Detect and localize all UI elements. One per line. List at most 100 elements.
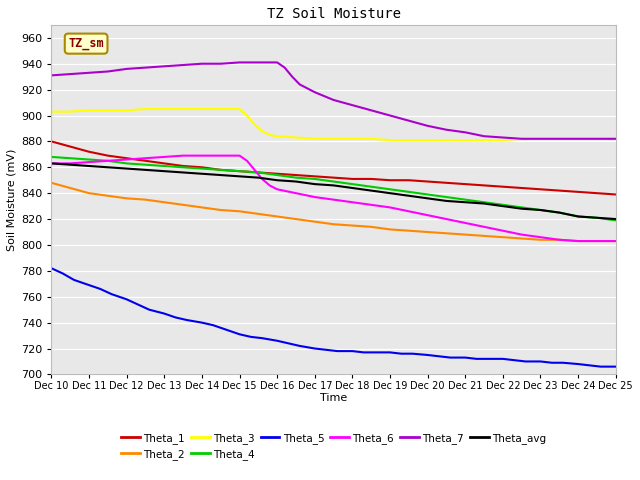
Theta_5 xyxy=(311,346,319,351)
Theta_5 xyxy=(145,307,153,312)
Theta_avg xyxy=(593,215,601,221)
Theta_7 xyxy=(574,136,582,142)
Theta_3 xyxy=(251,122,259,128)
Theta_5 xyxy=(108,291,115,297)
Theta_3 xyxy=(461,137,469,143)
Theta_avg xyxy=(292,179,300,184)
Theta_1 xyxy=(311,173,319,179)
Theta_6 xyxy=(349,199,356,205)
Theta_4 xyxy=(179,165,187,170)
Theta_4 xyxy=(593,215,601,221)
Theta_7 xyxy=(461,130,469,135)
Theta_7 xyxy=(47,72,55,78)
Theta_4 xyxy=(198,166,205,171)
Theta_7 xyxy=(537,136,545,142)
Line: Theta_5: Theta_5 xyxy=(51,268,616,367)
Theta_1 xyxy=(424,179,431,184)
Theta_5 xyxy=(85,282,93,288)
Theta_5 xyxy=(424,352,431,358)
Theta_6 xyxy=(593,238,601,244)
Line: Theta_avg: Theta_avg xyxy=(51,163,616,219)
Theta_5 xyxy=(236,331,243,337)
Theta_4 xyxy=(537,207,545,213)
Theta_6 xyxy=(574,238,582,244)
Theta_2 xyxy=(292,216,300,222)
Theta_4 xyxy=(292,175,300,180)
Theta_7 xyxy=(141,65,149,71)
Theta_3 xyxy=(47,109,55,115)
Theta_4 xyxy=(255,169,262,175)
Theta_avg xyxy=(141,167,149,173)
Theta_3 xyxy=(259,128,266,134)
Theta_1 xyxy=(556,188,563,193)
Theta_2 xyxy=(141,197,149,203)
Theta_5 xyxy=(484,356,492,362)
Theta_7 xyxy=(123,66,131,72)
Theta_6 xyxy=(556,237,563,243)
Theta_6 xyxy=(179,153,187,158)
Theta_5 xyxy=(559,360,567,366)
Theta_3 xyxy=(67,109,74,115)
Theta_2 xyxy=(236,208,243,214)
Theta_5 xyxy=(537,359,545,364)
Theta_6 xyxy=(480,224,488,230)
Theta_6 xyxy=(292,190,300,196)
Theta_avg xyxy=(574,214,582,219)
Theta_7 xyxy=(593,136,601,142)
Theta_6 xyxy=(424,212,431,218)
Theta_3 xyxy=(480,137,488,143)
Title: TZ Soil Moisture: TZ Soil Moisture xyxy=(267,7,401,21)
Theta_5 xyxy=(409,351,417,357)
Theta_avg xyxy=(480,201,488,206)
Theta_2 xyxy=(405,228,413,234)
Theta_avg xyxy=(217,172,225,178)
Theta_5 xyxy=(134,301,142,307)
Theta_6 xyxy=(537,234,545,240)
Theta_6 xyxy=(259,176,266,182)
Theta_avg xyxy=(330,182,337,188)
Theta_3 xyxy=(236,106,243,112)
Theta_1 xyxy=(461,181,469,187)
Line: Theta_3: Theta_3 xyxy=(51,109,616,140)
Theta_3 xyxy=(386,137,394,143)
Theta_4 xyxy=(349,181,356,187)
Theta_5 xyxy=(548,360,556,366)
Theta_7 xyxy=(311,89,319,95)
Theta_avg xyxy=(67,162,74,168)
Theta_6 xyxy=(236,153,243,158)
Theta_1 xyxy=(518,185,525,191)
Theta_5 xyxy=(612,364,620,370)
Theta_avg xyxy=(499,203,507,209)
Theta_6 xyxy=(141,156,149,161)
Line: Theta_7: Theta_7 xyxy=(51,62,616,139)
Theta_avg xyxy=(179,169,187,175)
Theta_7 xyxy=(273,60,281,65)
Theta_avg xyxy=(198,171,205,177)
Theta_avg xyxy=(311,181,319,187)
Theta_7 xyxy=(289,74,296,80)
Theta_avg xyxy=(424,195,431,201)
Theta_1 xyxy=(292,172,300,178)
Theta_1 xyxy=(141,158,149,164)
Theta_7 xyxy=(104,69,111,74)
Theta_5 xyxy=(47,265,55,271)
Theta_3 xyxy=(161,106,168,112)
Theta_avg xyxy=(85,163,93,169)
Theta_4 xyxy=(104,158,111,164)
Theta_4 xyxy=(461,197,469,203)
Theta_6 xyxy=(273,186,281,192)
Theta_5 xyxy=(161,311,168,316)
Theta_5 xyxy=(209,323,217,328)
Theta_1 xyxy=(537,186,545,192)
Theta_2 xyxy=(123,195,131,201)
Theta_4 xyxy=(236,168,243,174)
Theta_7 xyxy=(217,61,225,67)
Text: TZ_sm: TZ_sm xyxy=(68,37,104,50)
Theta_5 xyxy=(333,348,341,354)
Theta_7 xyxy=(67,71,74,77)
Theta_2 xyxy=(273,214,281,219)
Theta_7 xyxy=(236,60,243,65)
Theta_4 xyxy=(612,217,620,223)
Theta_3 xyxy=(556,136,563,142)
Theta_4 xyxy=(161,163,168,169)
